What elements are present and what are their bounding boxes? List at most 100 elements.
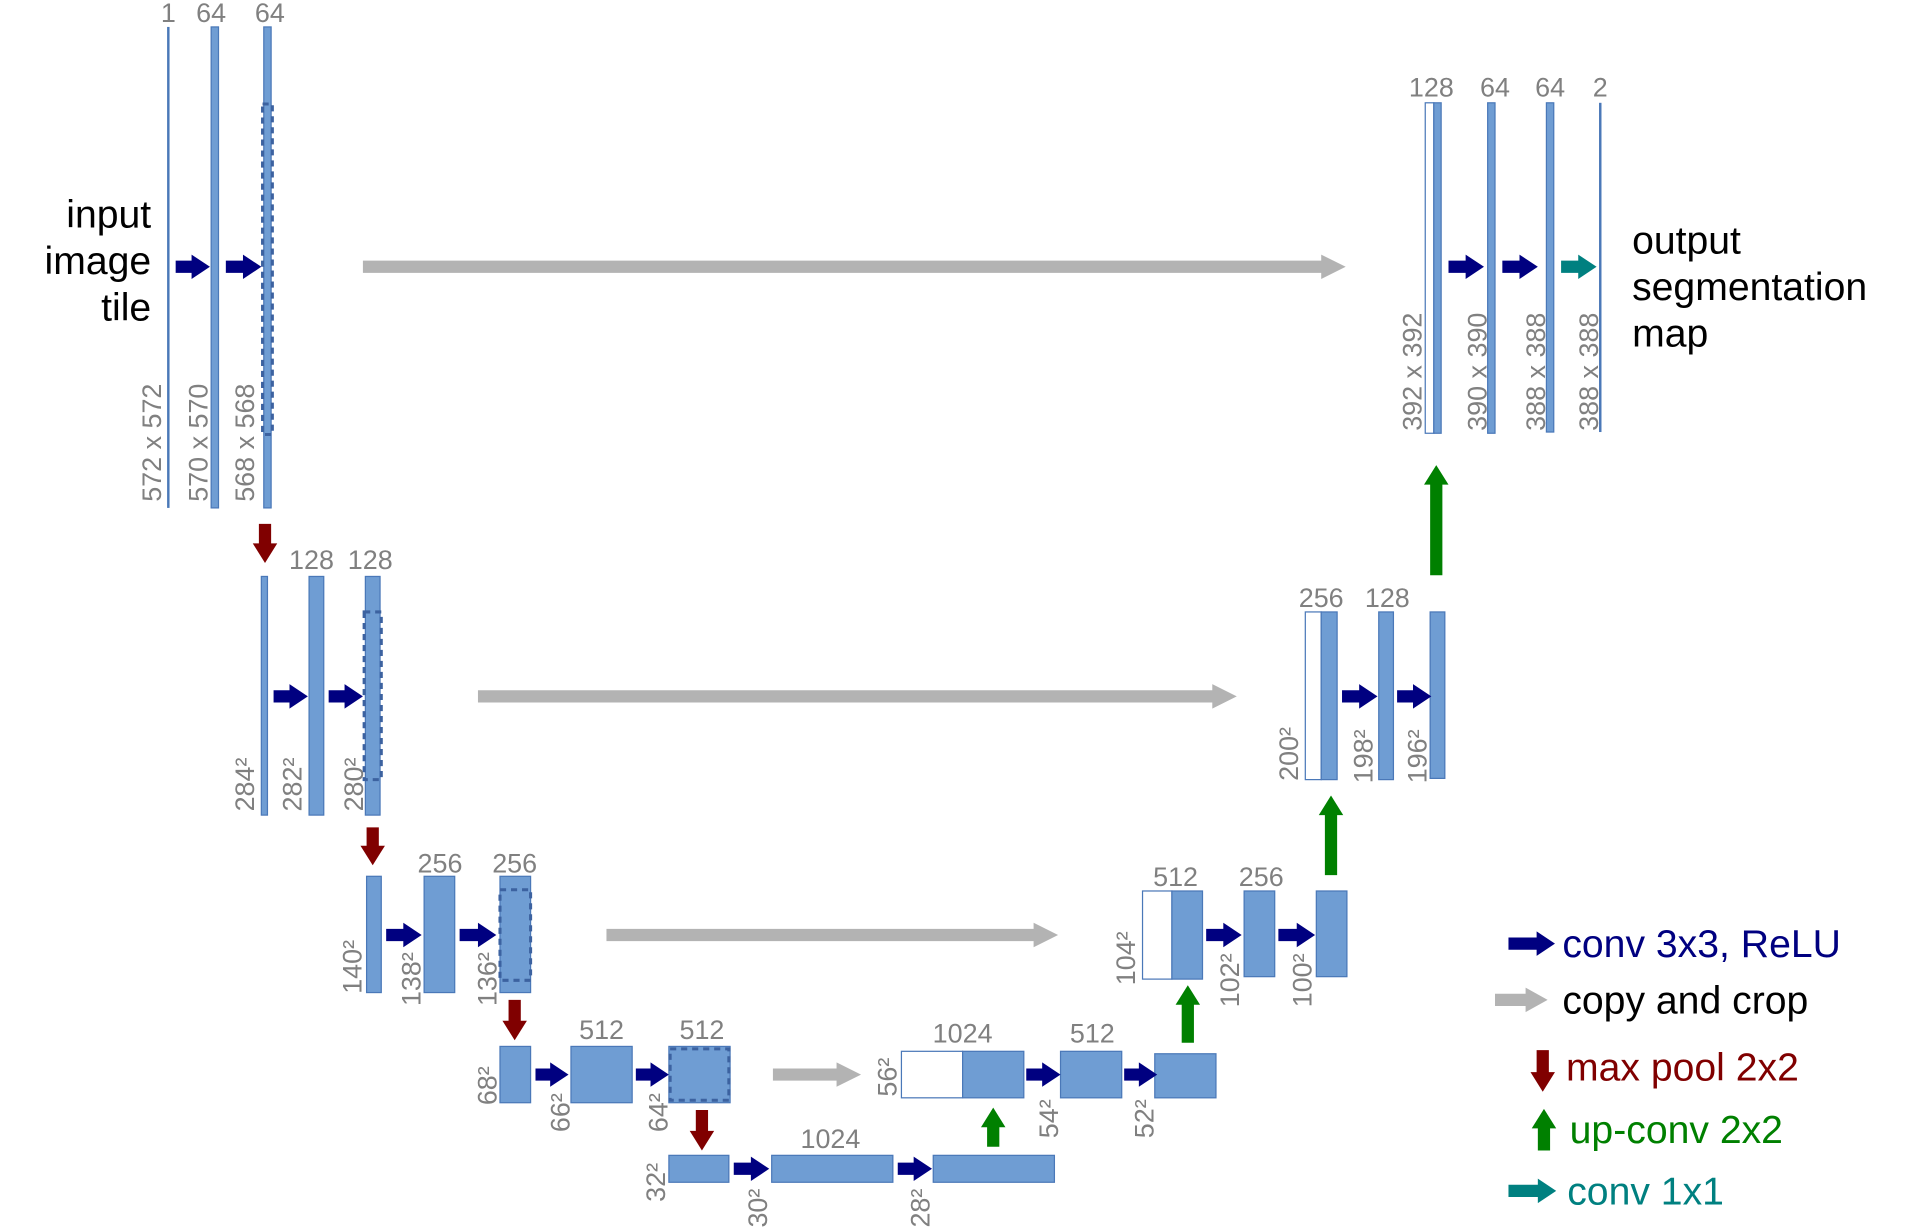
legend-up-conv-arrow-icon [1531, 1108, 1557, 1151]
spatial-size-label: 56² [873, 1058, 903, 1097]
legend-label-up-conv: up-conv 2x2 [1570, 1109, 1783, 1152]
feature-map [499, 1045, 532, 1104]
channel-count-label: 512 [1153, 862, 1198, 892]
feature-map [499, 875, 532, 994]
conv-arrow-icon [1278, 922, 1316, 948]
spatial-size-label: 388 x 388 [1521, 313, 1551, 431]
conv-arrow-icon [175, 254, 210, 280]
input-label-line: input [66, 194, 151, 237]
output-label: output segmentation map [1632, 219, 1867, 355]
spatial-size-label: 54² [1034, 1099, 1064, 1138]
spatial-size-label: 104² [1111, 931, 1141, 985]
up-conv-arrow-icon [1424, 465, 1449, 576]
spatial-size-label: 392 x 392 [1398, 313, 1428, 431]
conv-arrow-icon [386, 922, 422, 948]
channel-count-label: 256 [1239, 862, 1284, 892]
conv1x1-arrow-icon [1561, 254, 1597, 280]
conv-arrow-icon [535, 1062, 569, 1087]
spatial-size-label: 100² [1287, 953, 1317, 1007]
channel-count-label: 64 [1480, 73, 1510, 103]
spatial-size-label: 280² [339, 758, 369, 812]
copied-feature-map [1141, 890, 1173, 980]
conv-arrow-icon [1502, 254, 1538, 280]
up-conv-arrow-icon [1175, 985, 1201, 1043]
input-label: input image tile [45, 194, 152, 330]
feature-map [1320, 611, 1338, 781]
feature-map [1599, 102, 1602, 433]
feature-map [308, 575, 325, 816]
feature-map [962, 1050, 1025, 1099]
output-label-line: segmentation [1632, 266, 1867, 309]
feature-map [1171, 890, 1204, 980]
max-pool-arrow-icon [689, 1110, 715, 1151]
spatial-size-label: 388 x 388 [1574, 313, 1604, 431]
max-pool-arrow-icon [360, 827, 385, 866]
output-label-line: output [1632, 219, 1741, 262]
spatial-size-label: 68² [472, 1066, 502, 1105]
spatial-size-label: 570 x 570 [183, 384, 213, 502]
channel-count-label: 1024 [801, 1124, 861, 1154]
copied-feature-map [900, 1050, 964, 1099]
up-conv-arrow-icon [1318, 795, 1344, 876]
feature-map [423, 875, 456, 994]
feature-map [1154, 1053, 1217, 1099]
feature-map [1545, 102, 1555, 433]
channel-count-label: 512 [679, 1015, 724, 1045]
spatial-size-label: 138² [396, 952, 426, 1006]
conv-arrow-icon [1206, 922, 1242, 948]
feature-map [771, 1154, 894, 1183]
channel-count-label: 256 [418, 849, 463, 879]
channel-count-label: 256 [492, 849, 537, 879]
feature-map [1378, 611, 1395, 781]
up-conv-arrow-icon [980, 1107, 1006, 1147]
conv-arrow-icon [635, 1062, 669, 1087]
feature-map [570, 1045, 633, 1104]
channel-count-label: 2 [1593, 73, 1608, 103]
conv-arrow-icon [1448, 254, 1484, 280]
spatial-size-label: 52² [1130, 1099, 1160, 1138]
spatial-size-label: 284² [230, 758, 260, 812]
channel-count-label: 128 [289, 545, 334, 575]
legend-copy-crop-arrow-icon [1495, 987, 1548, 1013]
feature-map [1487, 102, 1496, 434]
legend-label-copy-crop: copy and crop [1562, 979, 1808, 1022]
channel-count-label: 64 [196, 0, 226, 28]
spatial-size-label: 200² [1274, 727, 1304, 781]
spatial-size-label: 30² [743, 1189, 773, 1228]
spatial-size-label: 568 x 568 [230, 384, 260, 502]
spatial-size-label: 196² [1402, 729, 1432, 783]
crop-region [498, 888, 533, 982]
spatial-size-label: 282² [278, 758, 308, 812]
conv-arrow-icon [459, 922, 497, 948]
legend-label-max-pool: max pool 2x2 [1566, 1047, 1799, 1090]
spatial-size-label: 64² [644, 1093, 674, 1132]
spatial-size-label: 102² [1215, 953, 1245, 1007]
channel-count-label: 256 [1299, 583, 1344, 613]
channel-count-label: 512 [579, 1015, 624, 1045]
feature-map [365, 875, 382, 994]
channel-count-label: 512 [1070, 1019, 1115, 1049]
legend-label-conv: conv 3x3, ReLU [1562, 923, 1841, 966]
copied-feature-map [1304, 611, 1322, 781]
spatial-size-label: 32² [641, 1163, 671, 1202]
conv-arrow-icon [897, 1156, 933, 1182]
feature-maps [167, 26, 1602, 1183]
feature-map [210, 26, 220, 509]
feature-map [263, 26, 272, 509]
max-pool-arrow-icon [252, 523, 278, 563]
feature-map [1429, 611, 1446, 779]
legend-label-conv1x1: conv 1x1 [1567, 1170, 1724, 1213]
channel-count-label: 128 [1409, 73, 1454, 103]
conv-arrow-icon [225, 254, 262, 280]
channel-count-label: 128 [1365, 583, 1410, 613]
conv-arrow-icon [1026, 1062, 1061, 1087]
spatial-size-label: 140² [338, 940, 368, 994]
spatial-size-label: 28² [906, 1189, 936, 1228]
spatial-size-label: 198² [1349, 729, 1379, 783]
feature-map [1243, 890, 1276, 978]
legend-conv1x1-arrow-icon [1508, 1178, 1557, 1204]
spatial-size-label: 136² [472, 952, 502, 1006]
feature-map [668, 1045, 731, 1104]
feature-map [1059, 1050, 1123, 1099]
